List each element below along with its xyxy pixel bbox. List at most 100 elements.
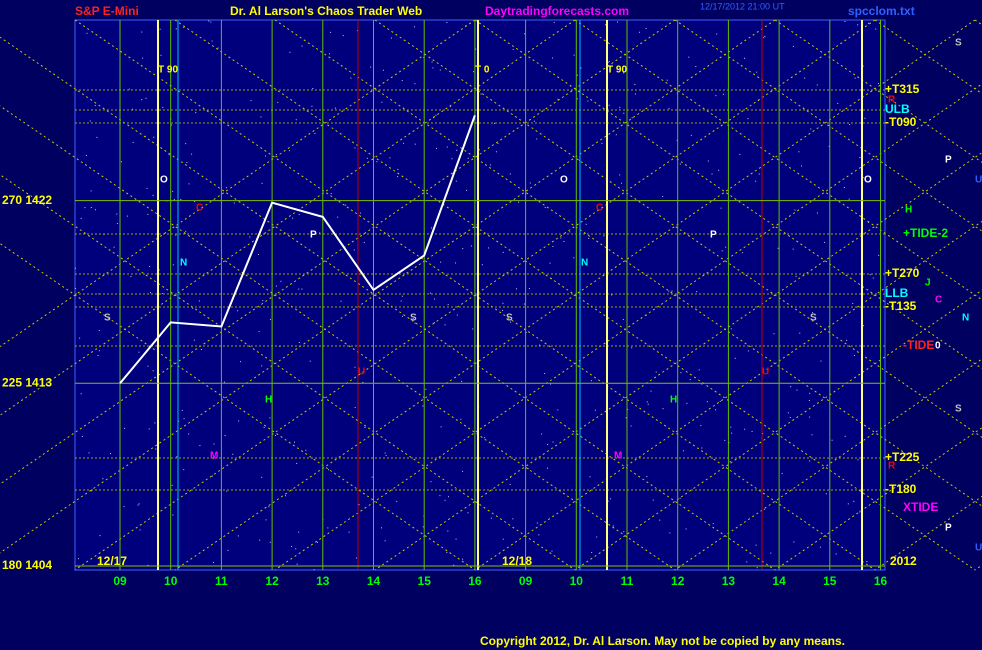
star	[389, 157, 391, 159]
star	[249, 236, 251, 238]
star	[211, 40, 213, 42]
star	[608, 104, 610, 106]
side-letter: R	[888, 461, 896, 472]
star	[489, 164, 491, 166]
star	[790, 386, 792, 388]
star	[852, 302, 854, 304]
star	[295, 548, 297, 550]
star	[90, 190, 92, 192]
star	[620, 182, 622, 184]
star	[422, 405, 424, 407]
star	[461, 380, 463, 382]
side-letter: H	[905, 205, 912, 216]
star	[455, 180, 457, 182]
star	[809, 460, 811, 462]
star	[199, 445, 201, 447]
star	[866, 561, 868, 563]
x-tick-label: 14	[367, 574, 381, 588]
star	[149, 266, 151, 268]
plot-letter: M	[614, 451, 622, 462]
star	[770, 552, 772, 554]
star	[188, 433, 190, 435]
star	[777, 247, 779, 249]
star	[194, 201, 196, 203]
star	[594, 409, 596, 411]
x-tick-label: 10	[570, 574, 584, 588]
star	[792, 45, 794, 47]
star	[809, 392, 811, 394]
star	[327, 527, 329, 529]
star	[265, 155, 267, 157]
side-letter: N	[962, 313, 969, 324]
star	[137, 504, 139, 506]
star	[328, 469, 330, 471]
y-tick-label: 225 1413	[2, 375, 52, 389]
star	[525, 331, 527, 333]
star	[334, 107, 336, 109]
star	[725, 246, 727, 248]
star	[268, 506, 270, 508]
star	[176, 456, 178, 458]
star	[296, 462, 298, 464]
star	[363, 242, 365, 244]
star	[144, 135, 146, 137]
star	[707, 160, 709, 162]
star	[844, 21, 846, 23]
plot-letter: T 90	[158, 65, 178, 76]
star	[90, 490, 92, 492]
star	[623, 72, 625, 74]
star	[186, 162, 188, 164]
star	[126, 215, 128, 217]
star	[89, 120, 91, 122]
star	[210, 21, 212, 23]
star	[763, 37, 765, 39]
star	[171, 484, 173, 486]
star	[527, 468, 529, 470]
star	[160, 54, 162, 56]
star	[668, 290, 670, 292]
side-letter: R	[888, 95, 896, 106]
star	[96, 136, 98, 138]
star	[316, 541, 318, 543]
star	[724, 439, 726, 441]
star	[447, 304, 449, 306]
star	[510, 321, 512, 323]
star	[800, 165, 802, 167]
star	[208, 20, 210, 22]
star	[258, 331, 260, 333]
star	[451, 158, 453, 160]
star	[237, 310, 239, 312]
star	[744, 428, 746, 430]
side-letter: U	[975, 175, 982, 186]
star	[237, 535, 239, 537]
x-tick-label: 09	[113, 574, 127, 588]
star	[623, 112, 625, 114]
star	[173, 199, 175, 201]
star	[390, 37, 392, 39]
star	[124, 427, 126, 429]
star	[130, 275, 132, 277]
star	[502, 538, 504, 540]
star	[370, 66, 372, 68]
lattice-line	[0, 19, 776, 554]
star	[831, 439, 833, 441]
star	[147, 213, 149, 215]
star	[478, 149, 480, 151]
star	[298, 531, 300, 533]
star	[291, 546, 293, 548]
flux-label: LLB	[885, 286, 909, 300]
x-tick-label: 13	[722, 574, 736, 588]
star	[869, 274, 871, 276]
star	[422, 526, 424, 528]
star	[497, 142, 499, 144]
star	[414, 322, 416, 324]
star	[178, 420, 180, 422]
star	[80, 217, 82, 219]
star	[466, 189, 468, 191]
y-tick-label: 180 1404	[2, 558, 52, 572]
star	[301, 288, 303, 290]
side-letter: C	[935, 295, 942, 306]
star	[269, 541, 271, 543]
star	[180, 198, 182, 200]
star	[634, 93, 636, 95]
